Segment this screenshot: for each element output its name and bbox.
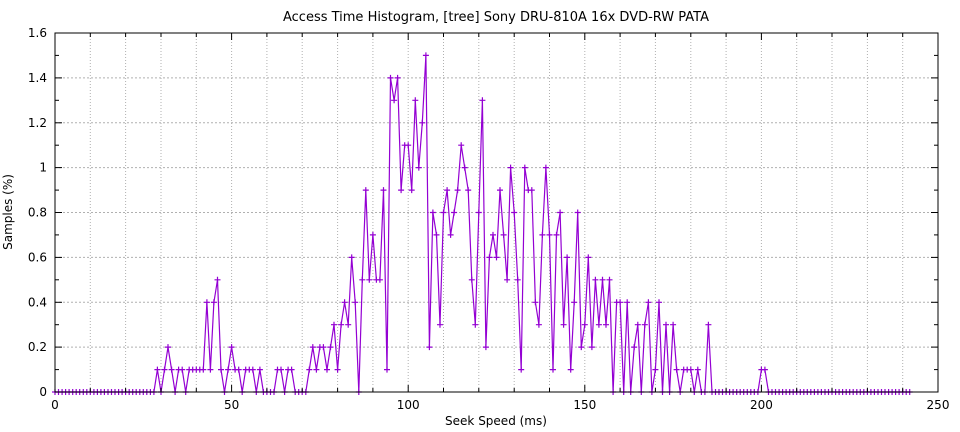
y-tick-label: 0.8 — [28, 206, 47, 220]
tick-labels: 0 50 100 150 200 250 0 0.2 0.4 0.6 0.8 1 1.2 1.4 1.6 — [28, 26, 950, 412]
y-tick-label: 0.6 — [28, 250, 47, 264]
x-tick-label: 250 — [927, 398, 950, 412]
data-series — [52, 52, 913, 395]
y-tick-label: 1.2 — [28, 116, 47, 130]
y-tick-label: 0 — [39, 385, 47, 399]
axes — [54, 32, 939, 393]
series-line — [55, 54, 910, 393]
y-tick-label: 1.6 — [28, 26, 47, 40]
text-labels: Access Time Histogram, [tree] Sony DRU-8… — [1, 10, 709, 428]
x-tick-label: 0 — [51, 398, 59, 412]
x-axis-label: Seek Speed (ms) — [445, 414, 547, 428]
grid — [55, 33, 938, 392]
x-tick-label: 200 — [750, 398, 773, 412]
x-tick-label: 100 — [397, 398, 420, 412]
x-tick-label: 150 — [573, 398, 596, 412]
y-tick-label: 0.4 — [28, 295, 47, 309]
y-tick-label: 1 — [39, 161, 47, 175]
y-axis-label: Samples (%) — [1, 174, 15, 250]
y-tick-label: 0.2 — [28, 340, 47, 354]
x-tick-label: 50 — [224, 398, 239, 412]
y-tick-label: 1.4 — [28, 71, 47, 85]
chart-title: Access Time Histogram, [tree] Sony DRU-8… — [283, 10, 709, 25]
